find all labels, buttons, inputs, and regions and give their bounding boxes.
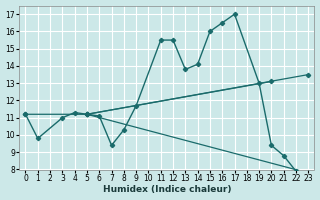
X-axis label: Humidex (Indice chaleur): Humidex (Indice chaleur) <box>103 185 231 194</box>
